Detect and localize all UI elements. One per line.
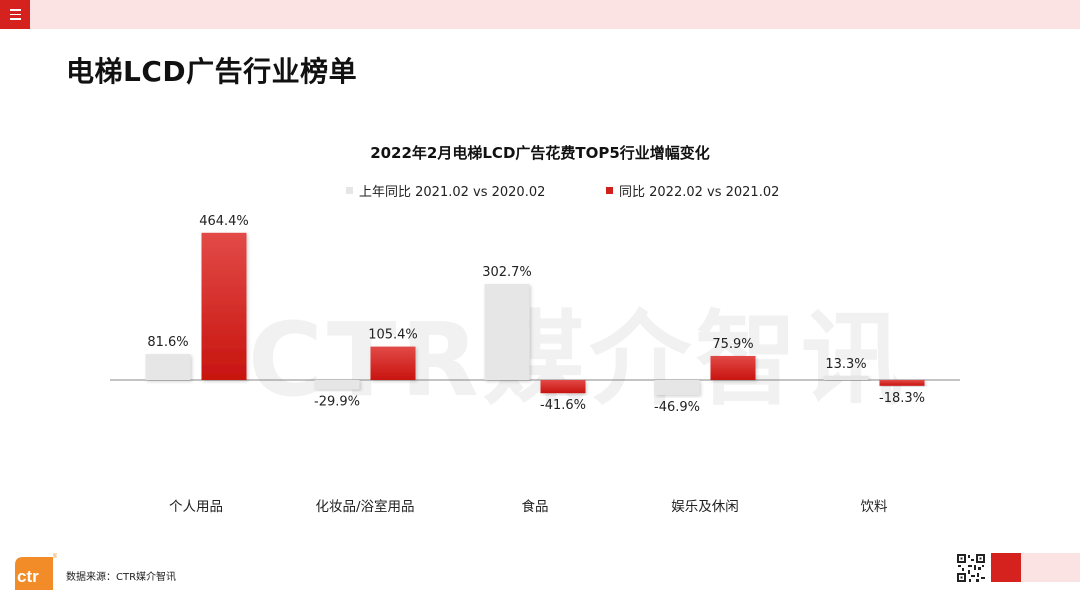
bar-curr-1 bbox=[201, 232, 247, 380]
legend-item-prev: 上年同比 2021.02 vs 2020.02 bbox=[346, 181, 545, 200]
legend-label-curr: 同比 2022.02 vs 2021.02 bbox=[619, 185, 780, 200]
bar-prev-5 bbox=[823, 375, 869, 380]
bar-curr-5 bbox=[879, 380, 925, 386]
data-label-curr-4: 75.9% bbox=[712, 337, 753, 352]
bar-curr-4 bbox=[710, 355, 756, 380]
page-title: 电梯LCD广告行业榜单 bbox=[66, 55, 358, 88]
legend-item-curr: 同比 2022.02 vs 2021.02 bbox=[606, 181, 779, 200]
bar-prev-1 bbox=[145, 354, 191, 380]
data-label-curr-5: -18.3% bbox=[879, 391, 925, 406]
ctr-logo: ctr ® bbox=[15, 553, 57, 590]
bar-prev-2 bbox=[314, 380, 360, 390]
data-label-curr-1: 464.4% bbox=[199, 214, 249, 229]
footer-accent-red bbox=[991, 553, 1021, 582]
hamburger-icon[interactable] bbox=[0, 0, 30, 29]
qr-code-icon bbox=[956, 553, 986, 583]
legend-label-prev: 上年同比 2021.02 vs 2020.02 bbox=[359, 185, 546, 200]
data-label-curr-2: 105.4% bbox=[368, 328, 418, 343]
category-label-4: 娱乐及休闲 bbox=[671, 499, 739, 515]
category-label-2: 化妆品/浴室用品 bbox=[315, 498, 414, 515]
data-label-prev-4: -46.9% bbox=[654, 400, 700, 415]
category-label-3: 食品 bbox=[522, 498, 549, 515]
footer-accent-pink bbox=[1021, 553, 1080, 582]
source-label: 数据来源：CTR媒介智讯 bbox=[66, 572, 177, 583]
legend-swatch-curr bbox=[606, 187, 613, 194]
data-label-prev-3: 302.7% bbox=[482, 265, 532, 280]
category-label-1: 个人用品 bbox=[169, 499, 223, 515]
logo-text: ctr bbox=[17, 567, 39, 586]
watermark: CTR媒介智讯 bbox=[248, 301, 907, 420]
top-bar bbox=[0, 0, 1080, 29]
bar-curr-2 bbox=[370, 346, 416, 380]
data-label-curr-3: -41.6% bbox=[540, 398, 586, 413]
data-label-prev-1: 81.6% bbox=[147, 335, 188, 350]
logo-registered-mark: ® bbox=[53, 553, 57, 560]
legend-swatch-prev bbox=[346, 187, 353, 194]
bar-prev-3 bbox=[484, 284, 530, 380]
category-label-5: 饮料 bbox=[861, 499, 889, 515]
bar-prev-4 bbox=[654, 380, 700, 395]
chart-title: 2022年2月电梯LCD广告花费TOP5行业增幅变化 bbox=[370, 144, 710, 162]
bar-curr-3 bbox=[540, 380, 586, 394]
data-label-prev-2: -29.9% bbox=[314, 394, 360, 409]
data-label-prev-5: 13.3% bbox=[825, 357, 866, 372]
